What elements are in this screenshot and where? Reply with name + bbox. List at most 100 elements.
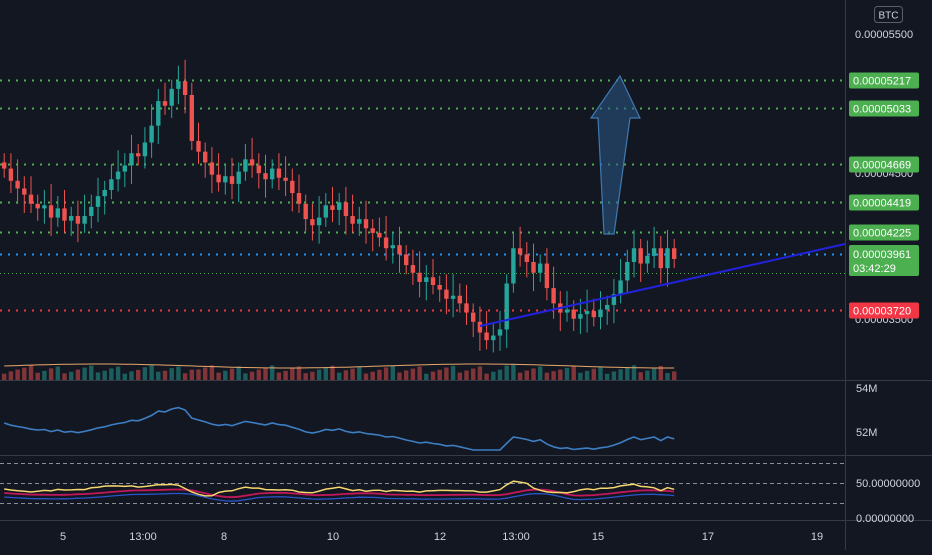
rsi-scale-label: 50.00000000 [856,478,920,490]
candle-body [357,219,362,224]
volume-bar [598,366,603,380]
obv-line [3,406,675,451]
candle-body [55,208,60,218]
volume-bar [363,373,369,380]
volume-bar [249,371,255,380]
rsi-signal-line [4,492,675,502]
candle-body [229,176,235,184]
candle-body [531,262,536,273]
candle-body [283,177,288,181]
volume-bar [645,370,650,380]
candle-body [129,153,134,166]
candle-body [102,190,107,197]
volume-bar [169,368,174,380]
volume-bar [343,370,349,380]
candle-body [149,125,154,143]
volume-bar [95,372,101,380]
price-level-tag [849,302,919,319]
volume-bar [538,366,543,380]
candle-body [343,202,349,217]
x-tick-label: 10 [327,531,339,543]
volume-bar [263,367,268,380]
candle-body [189,95,194,141]
rsi-line [4,480,675,497]
candle-body [404,254,409,266]
candle-body [256,165,261,174]
volume-bar [357,366,362,380]
volume-bar [142,367,148,380]
candle-body [42,205,47,209]
candle-body [578,314,583,319]
volume-bar [209,365,215,380]
current-price-value: 0.00003961 [853,249,911,261]
volume-bar [558,369,563,380]
volume-bar [631,365,637,380]
candle-body [337,202,342,210]
time-axis[interactable]: 5 13:00 8 10 12 13:00 15 17 19 [60,531,823,543]
volume-bar [15,369,20,380]
x-tick-label: 19 [811,531,823,543]
price-level-value: 0.00004419 [853,198,911,210]
volume-bar [471,368,476,380]
currency-badge[interactable]: BTC [874,6,903,23]
volume-bar [109,368,114,380]
volume-bar [35,372,40,380]
candle-body [296,193,302,204]
candle-body [303,203,308,220]
volume-bar [484,373,489,380]
candle-body [316,217,322,226]
candle-body [122,165,127,172]
candle-body [524,254,529,263]
obv-scale-label: 54M [856,383,877,395]
candle-body [457,295,462,304]
candles [2,59,677,353]
candle-body [618,280,623,295]
candle-body [203,151,208,163]
trend-line[interactable] [479,243,846,327]
current-price-label: 0.00003961 03:42:29 [849,245,919,276]
volume-bar [424,373,429,380]
projection-arrow[interactable] [589,74,641,235]
candle-body [28,194,34,204]
volume-bar [22,367,27,380]
volume-bar [283,370,288,380]
candle-body [538,263,543,273]
candle-body [631,248,637,263]
candle-body [564,309,570,313]
volume-bar [303,373,308,380]
volume-bar [350,368,355,380]
volume-bar [404,370,409,380]
candle-body [410,265,416,273]
volume-bar [665,372,670,380]
volume-bar [517,372,523,380]
volume-bar [430,371,436,380]
volume-bar [229,368,235,380]
volume-bar [176,366,181,380]
price-level-tag [849,156,919,173]
currency-badge-label: BTC [879,11,899,22]
volume-bar [591,368,596,380]
candle-body [169,88,174,106]
volume-bar [524,370,529,380]
price-level-tag [849,100,919,117]
volume-bar [290,368,295,380]
x-tick-label: 13:00 [129,531,157,543]
price-level-tag [849,72,919,89]
volume-bar [578,372,583,380]
candle-body [370,228,375,233]
candle-body [290,180,295,194]
volume-bar [8,371,14,380]
volume-bar [571,365,576,380]
price-level-tag [849,194,919,211]
volume-bar [136,369,141,380]
candle-body [491,335,496,341]
candle-body [484,332,489,341]
candle-body [156,101,161,126]
candle-body [95,196,101,207]
x-tick-label: 13:00 [502,531,530,543]
volume-bar [316,369,322,380]
candle-body [638,248,643,264]
